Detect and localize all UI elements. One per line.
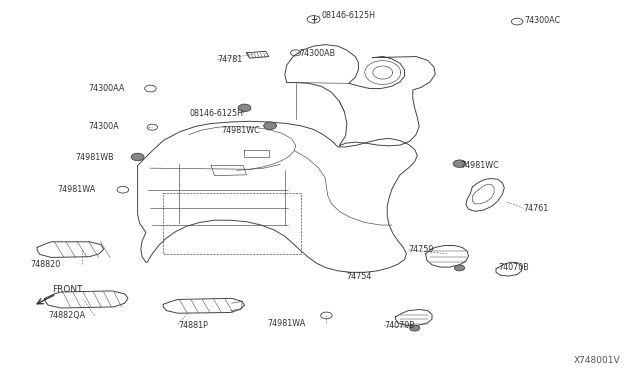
Text: 74882QA: 74882QA <box>48 311 85 320</box>
Text: 74070B: 74070B <box>384 321 415 330</box>
Circle shape <box>264 122 276 129</box>
Text: X748001V: X748001V <box>574 356 621 365</box>
Text: 74761: 74761 <box>524 204 548 213</box>
Text: 74981WA: 74981WA <box>268 319 306 328</box>
Text: 74981WC: 74981WC <box>461 161 500 170</box>
Text: 08146-6125H: 08146-6125H <box>189 109 243 118</box>
Text: 74881P: 74881P <box>178 321 208 330</box>
Text: 74754: 74754 <box>346 272 372 280</box>
Circle shape <box>238 104 251 112</box>
Text: 74759: 74759 <box>408 246 434 254</box>
Text: 74981WC: 74981WC <box>221 126 260 135</box>
Text: 74300AA: 74300AA <box>88 84 125 93</box>
Text: 74981WB: 74981WB <box>76 153 114 162</box>
Text: 08146-6125H: 08146-6125H <box>321 11 375 20</box>
Text: 74070B: 74070B <box>498 263 529 272</box>
Circle shape <box>454 265 465 271</box>
Text: FRONT: FRONT <box>52 285 83 294</box>
Circle shape <box>453 160 466 167</box>
Text: 74300A: 74300A <box>88 122 119 131</box>
Text: 748820: 748820 <box>31 260 61 269</box>
Text: 74981WA: 74981WA <box>58 185 96 194</box>
Circle shape <box>410 325 420 331</box>
Text: 74300AB: 74300AB <box>300 49 335 58</box>
Circle shape <box>131 153 144 161</box>
Text: 74781: 74781 <box>218 55 243 64</box>
Text: 74300AC: 74300AC <box>525 16 561 25</box>
